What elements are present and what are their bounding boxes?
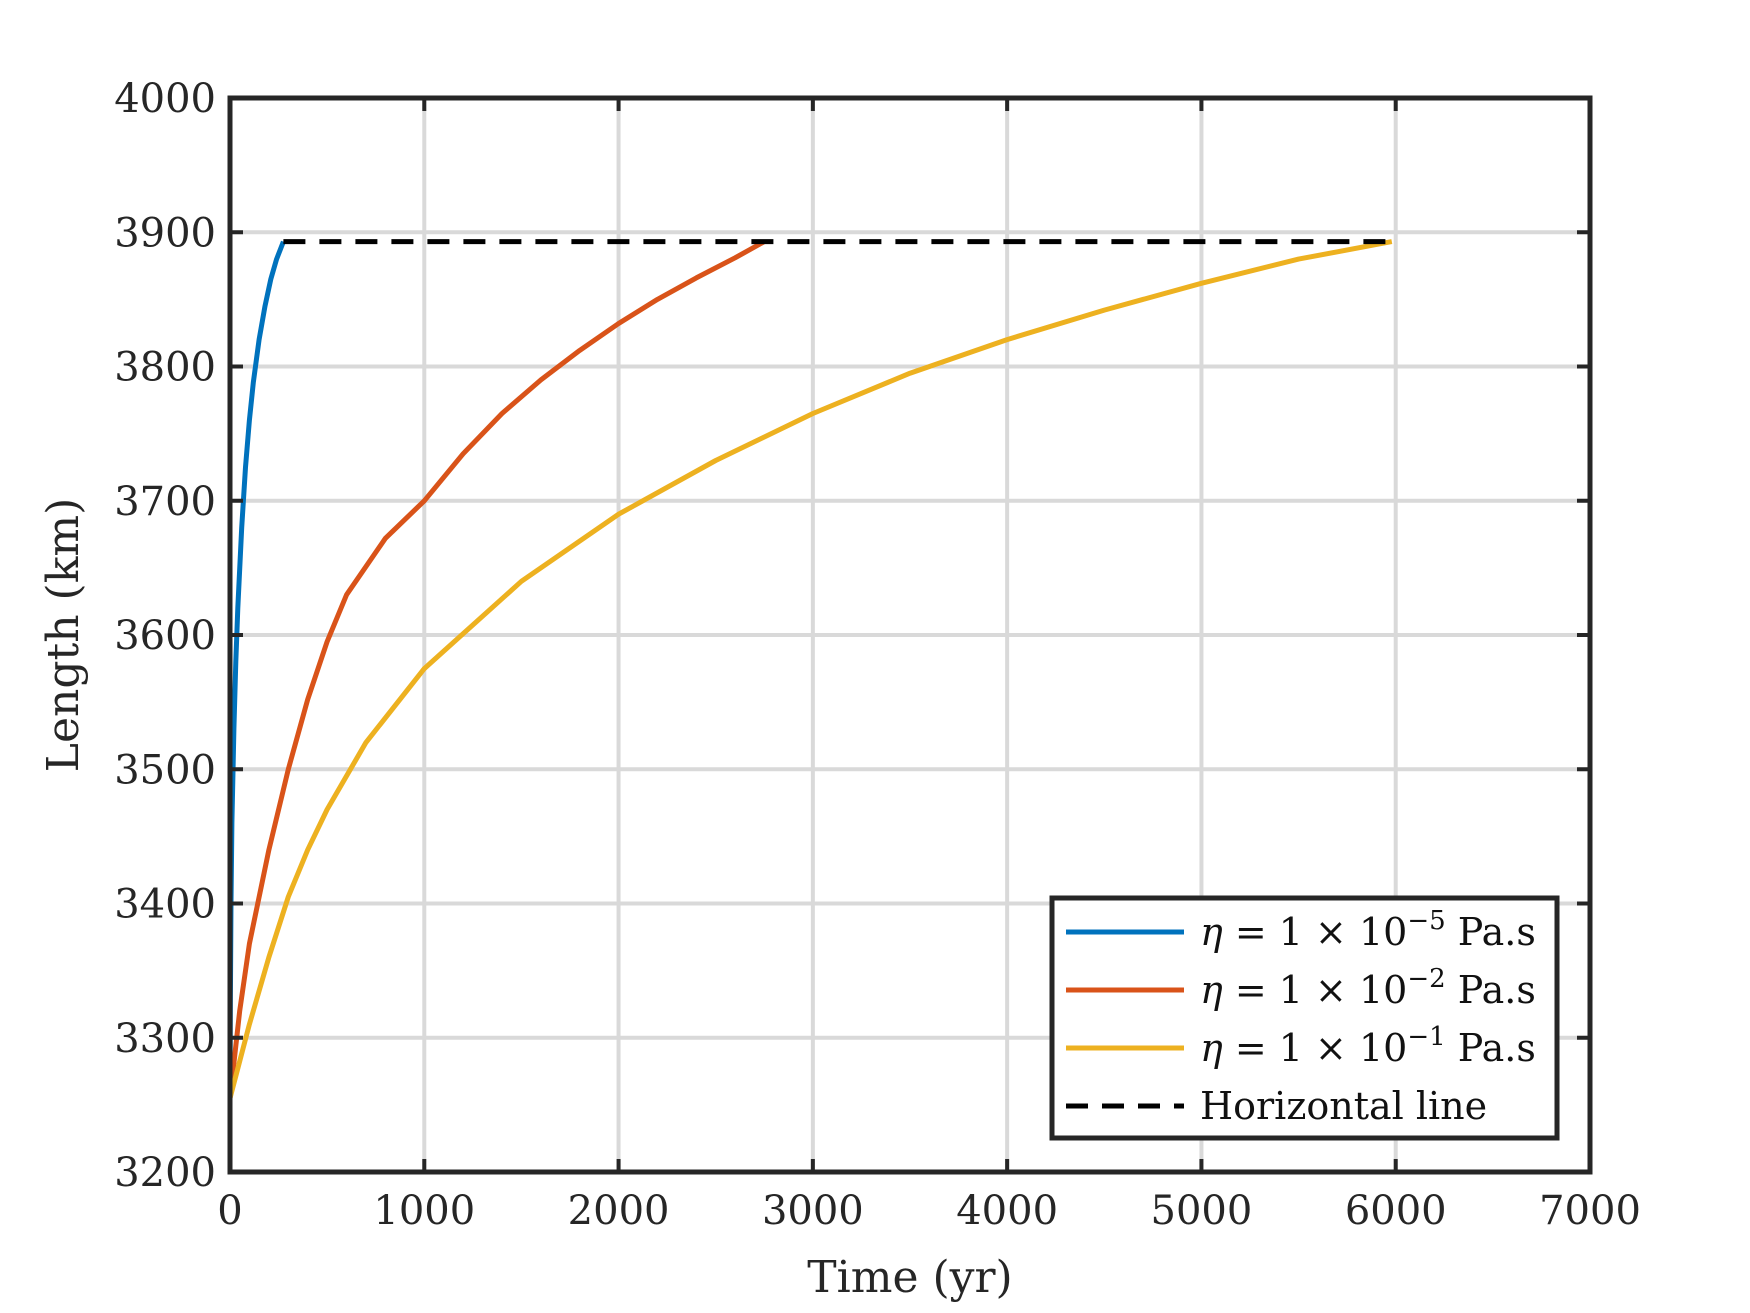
legend-main: Horizontal line — [1200, 1084, 1487, 1128]
x-tick-label: 7000 — [1539, 1188, 1641, 1234]
legend-var: η — [1200, 968, 1223, 1012]
legend-main: = 1 × 10 — [1223, 968, 1408, 1012]
series-line-1 — [227, 239, 766, 1099]
legend-label-0: η = 1 × 10−5 Pa.s — [1200, 906, 1536, 954]
x-tick-label: 2000 — [568, 1188, 670, 1234]
legend: η = 1 × 10−5 Pa.sη = 1 × 10−2 Pa.sη = 1 … — [1049, 895, 1560, 1141]
legend-unit: Pa.s — [1446, 968, 1536, 1012]
y-tick-label: 3800 — [114, 345, 216, 391]
legend-main: = 1 × 10 — [1223, 910, 1408, 954]
x-tick-label: 3000 — [762, 1188, 864, 1234]
y-axis-title: Length (km) — [38, 498, 89, 772]
y-tick-label: 4000 — [114, 76, 216, 122]
tick-labels: 0 1000 2000 3000 4000 5000 6000 7000 3200 3300 340… — [114, 76, 1641, 1234]
y-tick-label: 3700 — [114, 479, 216, 525]
x-tick-label: 6000 — [1345, 1188, 1447, 1234]
legend-box — [1049, 895, 1560, 1141]
y-tick-label: 3500 — [114, 747, 216, 793]
legend-exponent: −2 — [1407, 964, 1445, 994]
y-tick-label: 3300 — [114, 1016, 216, 1062]
legend-unit: Pa.s — [1446, 910, 1536, 954]
x-tick-label: 0 — [217, 1188, 242, 1234]
legend-var: η — [1200, 1026, 1223, 1070]
legend-exponent: −1 — [1407, 1022, 1445, 1052]
legend-main: = 1 × 10 — [1223, 1026, 1408, 1070]
series-line-2 — [227, 239, 1393, 1099]
grid-lines — [230, 98, 1590, 1172]
x-axis-title: Time (yr) — [807, 1252, 1012, 1303]
legend-exponent: −5 — [1407, 906, 1445, 936]
x-tick-label: 5000 — [1151, 1188, 1253, 1234]
legend-label-2: η = 1 × 10−1 Pa.s — [1200, 1022, 1536, 1070]
legend-label-3: Horizontal line — [1200, 1084, 1487, 1128]
legend-var: η — [1200, 910, 1223, 954]
y-tick-label: 3200 — [114, 1150, 216, 1196]
legend-unit: Pa.s — [1446, 1026, 1536, 1070]
x-tick-label: 4000 — [956, 1188, 1058, 1234]
x-tick-label: 1000 — [373, 1188, 475, 1234]
y-tick-label: 3600 — [114, 613, 216, 659]
y-tick-label: 3900 — [114, 210, 216, 256]
y-tick-label: 3400 — [114, 882, 216, 928]
axis-ticks — [228, 96, 1592, 1174]
legend-label-1: η = 1 × 10−2 Pa.s — [1200, 964, 1536, 1012]
